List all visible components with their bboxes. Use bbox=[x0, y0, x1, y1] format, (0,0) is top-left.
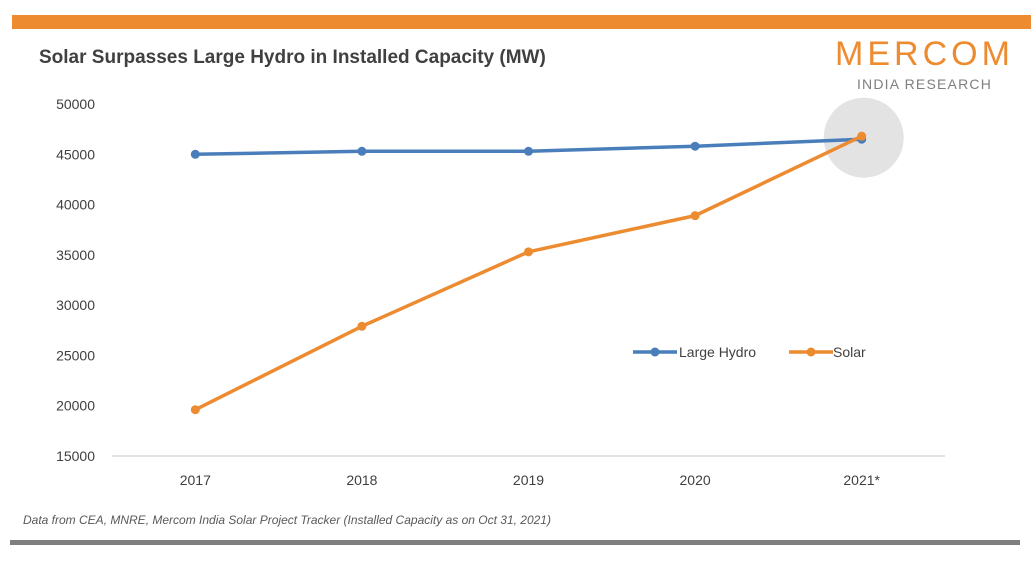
solar-data-point bbox=[524, 247, 533, 257]
x-tick-label: 2020 bbox=[680, 472, 711, 488]
large-hydro-legend-marker bbox=[650, 347, 660, 357]
y-tick-label: 25000 bbox=[56, 347, 95, 363]
series-layer bbox=[190, 131, 867, 415]
y-tick-label: 50000 bbox=[56, 96, 95, 112]
large-hydro-data-point bbox=[524, 146, 533, 156]
x-tick-label: 2021* bbox=[843, 472, 880, 488]
brand-logo: MERCOM INDIA RESEARCH bbox=[822, 35, 1027, 93]
solar-data-point bbox=[190, 405, 200, 415]
y-tick-label: 20000 bbox=[56, 398, 95, 414]
x-tick-label: 2018 bbox=[346, 472, 377, 488]
solar-legend-marker bbox=[806, 347, 816, 357]
y-tick-label: 30000 bbox=[56, 297, 95, 313]
x-tick-label: 2017 bbox=[180, 472, 211, 488]
brand-subtitle: INDIA RESEARCH bbox=[856, 76, 993, 92]
y-tick-label: 15000 bbox=[56, 448, 95, 464]
solar-series-line bbox=[193, 134, 864, 412]
y-tick-label: 35000 bbox=[56, 247, 95, 263]
brand-name: MERCOM bbox=[835, 35, 1014, 73]
y-tick-label: 40000 bbox=[56, 197, 95, 213]
axis-layer: 50000 45000 40000 35000 30000 25000 20000 15000… bbox=[56, 96, 945, 488]
legend: Large Hydro Solar bbox=[633, 344, 866, 360]
top-accent-bar bbox=[12, 15, 1031, 29]
large-hydro-data-point bbox=[190, 149, 200, 159]
x-tick-label: 2019 bbox=[513, 472, 544, 488]
solar-data-point bbox=[357, 321, 367, 331]
large-hydro-legend-label: Large Hydro bbox=[679, 344, 756, 360]
large-hydro-data-point bbox=[690, 141, 700, 151]
solar-data-point bbox=[857, 131, 867, 141]
bottom-divider-bar bbox=[10, 540, 1020, 545]
solar-legend-label: Solar bbox=[833, 344, 866, 360]
y-tick-label: 45000 bbox=[56, 146, 95, 162]
chart-title: Solar Surpasses Large Hydro in Installed… bbox=[39, 47, 546, 68]
large-hydro-data-point bbox=[357, 146, 367, 156]
solar-data-point bbox=[690, 211, 700, 221]
source-footnote: Data from CEA, MNRE, Mercom India Solar … bbox=[23, 513, 551, 527]
